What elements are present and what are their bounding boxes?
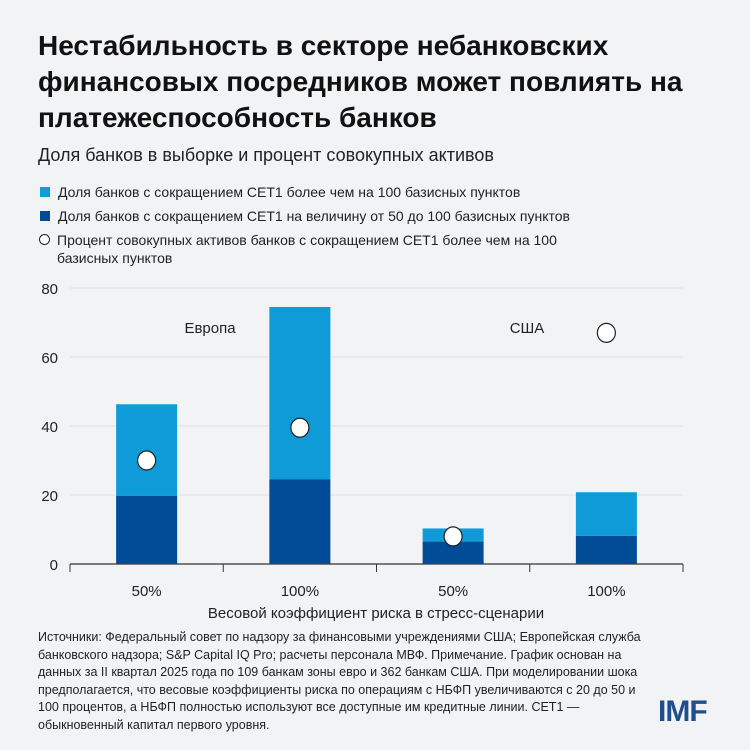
legend-swatch-dark — [40, 211, 50, 221]
bar-segment — [116, 495, 178, 564]
y-tick-label: 0 — [50, 557, 58, 574]
x-tick-label: 50% — [132, 583, 162, 600]
chart-subtitle: Доля банков в выборке и процент совокупн… — [38, 145, 494, 165]
y-tick-label: 60 — [41, 350, 58, 367]
bar-segment — [575, 535, 637, 564]
legend-label: Процент совокупных активов банков с сокр… — [57, 232, 557, 266]
legend-label: Доля банков с сокращением CET1 на величи… — [58, 208, 570, 224]
bar-segment — [269, 479, 331, 564]
data-point — [443, 526, 463, 547]
y-tick-label: 20 — [41, 488, 58, 505]
data-point — [596, 322, 616, 343]
legend: Доля банков с сокращением CET1 более чем… — [38, 183, 578, 273]
data-point — [290, 417, 310, 438]
y-tick-label: 80 — [41, 281, 58, 298]
x-tick-label: 100% — [281, 583, 319, 600]
legend-circle-icon — [39, 234, 50, 245]
bar-segment — [116, 404, 178, 496]
bar-segment — [575, 492, 637, 536]
x-tick-label: 50% — [438, 583, 468, 600]
legend-item-dark: Доля банков с сокращением CET1 на величи… — [38, 207, 578, 225]
legend-label: Доля банков с сокращением CET1 более чем… — [58, 184, 521, 200]
x-axis-label: Весовой коэффициент риска в стресс-сцена… — [208, 605, 544, 622]
bar-segment — [422, 541, 484, 564]
legend-swatch-light — [40, 187, 50, 197]
bar-segment — [269, 306, 331, 480]
source-notes: Источники: Федеральный совет по надзору … — [38, 630, 641, 732]
chart-title: Нестабильность в секторе небанковских фи… — [38, 30, 683, 133]
x-tick-label: 100% — [587, 583, 625, 600]
imf-logo: IMF — [658, 695, 708, 728]
group-label-europe: Европа — [184, 320, 236, 337]
group-label-usa: США — [510, 320, 545, 337]
legend-item-light: Доля банков с сокращением CET1 более чем… — [38, 183, 578, 201]
chart: 0 20 40 60 80 50% 100% 50% 100% Европа США Весовой … — [41, 281, 684, 622]
data-point — [137, 450, 157, 471]
y-tick-label: 40 — [41, 419, 58, 436]
legend-item-circle: Процент совокупных активов банков с сокр… — [38, 231, 578, 267]
